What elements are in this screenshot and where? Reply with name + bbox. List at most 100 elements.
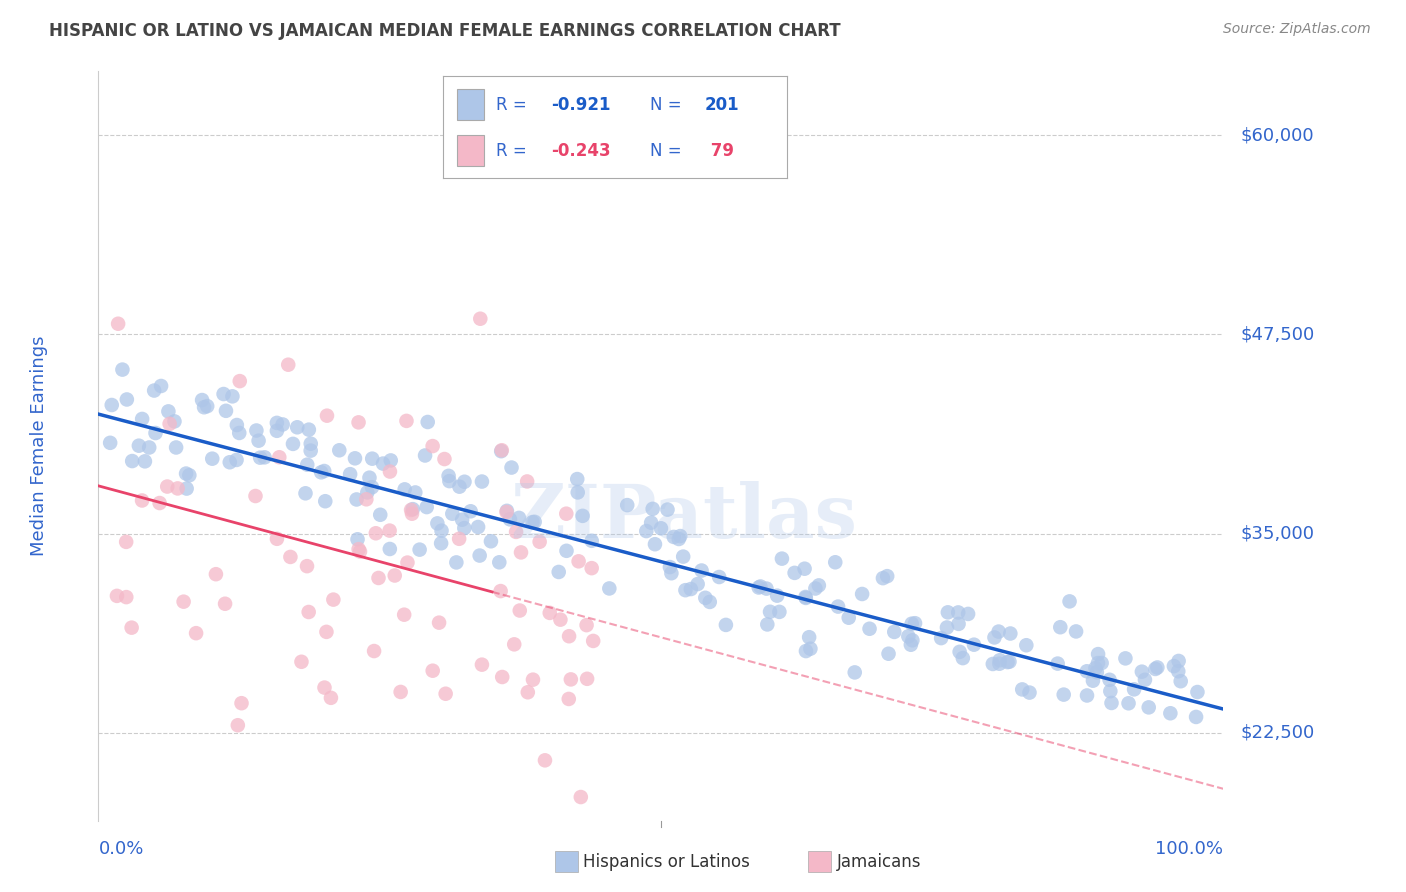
Point: [690, 564, 713, 578]
Point: [298, 423, 321, 437]
Point: [672, 549, 695, 564]
Point: [797, 630, 820, 644]
Point: [571, 508, 593, 523]
Point: [378, 541, 401, 556]
Point: [226, 718, 249, 732]
Point: [575, 618, 598, 632]
Point: [434, 687, 457, 701]
Point: [294, 486, 316, 500]
Text: 0.0%: 0.0%: [98, 839, 143, 858]
Point: [998, 655, 1021, 669]
Point: [748, 581, 770, 595]
Point: [1053, 688, 1076, 702]
Point: [266, 416, 288, 430]
Point: [290, 655, 312, 669]
Point: [1064, 624, 1087, 639]
Point: [356, 485, 378, 500]
Point: [347, 542, 370, 557]
Point: [470, 311, 492, 326]
Point: [361, 480, 384, 494]
Point: [567, 472, 589, 486]
Point: [901, 633, 924, 648]
Point: [380, 453, 402, 467]
Point: [314, 464, 336, 478]
Point: [650, 521, 672, 535]
Point: [1049, 620, 1071, 634]
Point: [997, 655, 1019, 669]
Point: [367, 571, 389, 585]
Point: [245, 489, 267, 503]
Point: [471, 657, 494, 672]
Point: [1081, 673, 1104, 688]
Point: [582, 634, 605, 648]
Point: [936, 605, 959, 619]
Point: [755, 582, 778, 596]
Point: [1099, 684, 1122, 698]
Point: [569, 790, 592, 805]
Point: [1011, 682, 1033, 697]
Point: [193, 401, 215, 415]
Point: [555, 543, 578, 558]
Point: [225, 417, 247, 432]
Point: [534, 753, 557, 767]
Point: [309, 466, 332, 480]
Point: [1167, 665, 1189, 679]
Point: [1159, 706, 1181, 721]
Point: [163, 414, 186, 428]
Point: [433, 452, 456, 467]
Text: R =: R =: [496, 95, 533, 113]
Point: [657, 502, 679, 516]
Point: [581, 561, 603, 575]
Point: [897, 629, 920, 643]
Point: [668, 532, 690, 546]
Point: [876, 569, 898, 583]
Point: [695, 591, 717, 605]
Point: [314, 681, 336, 695]
Point: [794, 590, 817, 604]
Point: [467, 520, 489, 534]
Point: [1076, 689, 1098, 703]
Point: [404, 485, 426, 500]
Point: [686, 577, 709, 591]
Text: Median Female Earnings: Median Female Earnings: [30, 335, 48, 557]
Point: [957, 607, 980, 621]
Point: [824, 555, 846, 569]
Text: N =: N =: [650, 95, 686, 113]
Point: [408, 542, 430, 557]
Point: [150, 379, 173, 393]
Text: Hispanics or Latinos: Hispanics or Latinos: [583, 853, 751, 871]
Point: [963, 638, 986, 652]
Point: [503, 637, 526, 651]
Point: [225, 453, 247, 467]
Point: [616, 498, 638, 512]
Point: [349, 544, 371, 558]
Point: [1163, 659, 1185, 673]
Point: [426, 516, 449, 531]
Point: [115, 590, 138, 604]
Point: [479, 534, 502, 549]
Point: [215, 404, 238, 418]
Point: [547, 565, 569, 579]
Point: [935, 620, 957, 634]
Point: [346, 492, 368, 507]
Point: [496, 504, 519, 518]
Point: [451, 513, 474, 527]
Point: [247, 434, 270, 448]
Point: [297, 458, 319, 472]
Point: [165, 441, 187, 455]
Point: [508, 511, 530, 525]
Point: [1091, 656, 1114, 670]
Point: [1187, 685, 1209, 699]
Point: [316, 409, 339, 423]
Point: [128, 439, 150, 453]
Bar: [457, 136, 484, 166]
Point: [1098, 673, 1121, 687]
Point: [121, 454, 143, 468]
Point: [399, 503, 422, 517]
Point: [509, 603, 531, 617]
Point: [253, 450, 276, 465]
Point: [929, 631, 952, 645]
Point: [460, 504, 482, 518]
Point: [749, 579, 772, 593]
Point: [516, 685, 538, 699]
